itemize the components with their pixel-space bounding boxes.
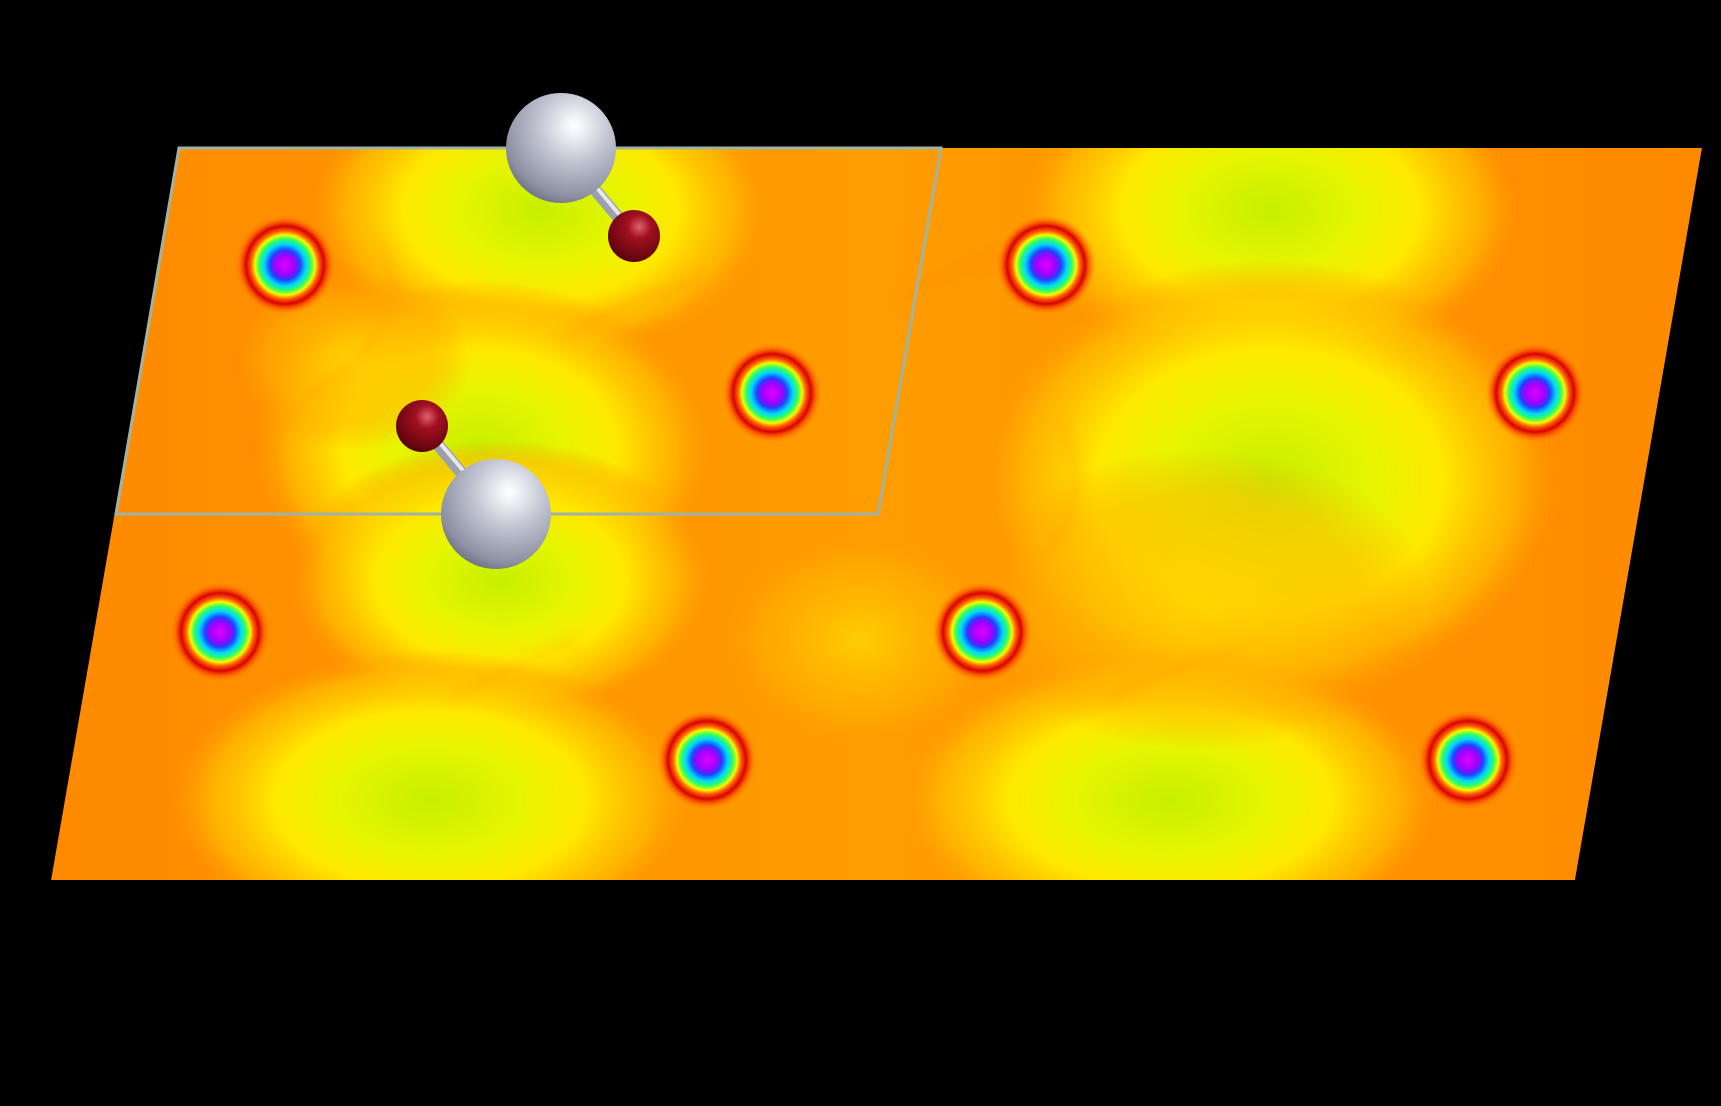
molecule-bottom: [396, 400, 551, 569]
density-peak: [996, 215, 1096, 315]
small-atom: [608, 210, 660, 262]
density-peak: [1418, 710, 1518, 810]
density-creases: [274, 239, 1241, 702]
low-density-basins: [170, 148, 1560, 880]
large-atom: [506, 93, 616, 203]
density-peaks: [170, 215, 1585, 810]
density-peak: [932, 582, 1032, 682]
density-slab: [51, 148, 1702, 880]
small-atom: [396, 400, 448, 452]
unit-cell-outline: [114, 146, 943, 516]
large-atom: [441, 459, 551, 569]
density-peak: [657, 710, 757, 810]
density-peak: [1485, 343, 1585, 443]
density-peak: [722, 343, 822, 443]
density-peak: [235, 215, 335, 315]
density-peak: [170, 582, 270, 682]
molecule-top: [506, 93, 660, 262]
